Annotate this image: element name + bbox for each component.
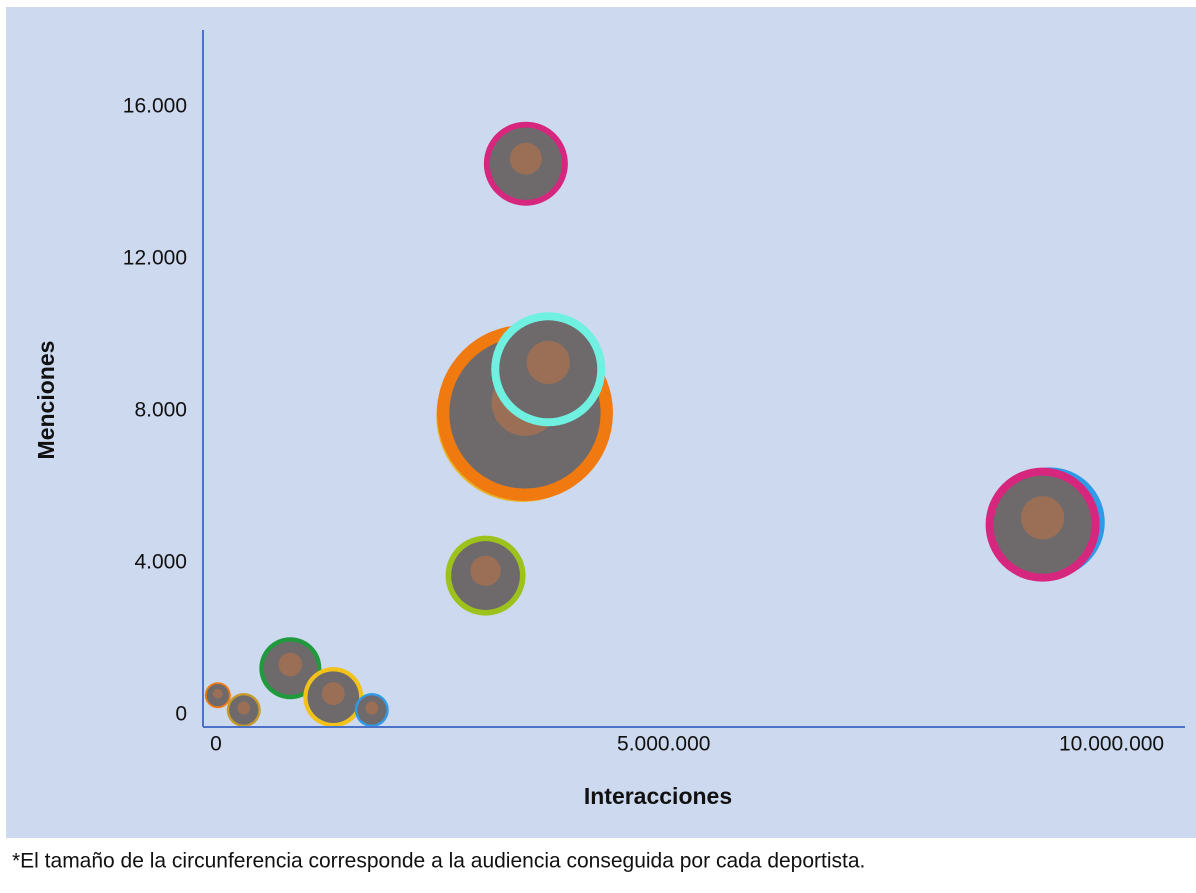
x-axis-title: Interacciones: [584, 783, 732, 809]
athlete-face: [237, 702, 250, 715]
athlete-face: [527, 341, 570, 384]
athlete-face: [365, 702, 378, 715]
y-tick-label: 16.000: [123, 95, 187, 118]
chart: Interacciones Menciones *El tamaño de la…: [0, 0, 1196, 888]
y-tick-label: 4.000: [134, 551, 187, 574]
x-tick-label: 0: [210, 733, 222, 756]
athlete-face: [213, 689, 223, 699]
y-tick-label: 8.000: [134, 399, 187, 422]
y-axis-title: Menciones: [33, 341, 59, 460]
footnote: *El tamaño de la circunferencia correspo…: [12, 850, 865, 873]
athlete-face: [1021, 496, 1064, 539]
athlete-face: [279, 653, 303, 677]
x-tick-label: 10.000.000: [1059, 733, 1164, 756]
y-tick-label: 0: [175, 703, 187, 726]
athlete-face: [322, 682, 345, 705]
x-tick-label: 5.000.000: [617, 733, 710, 756]
athlete-face: [510, 143, 542, 175]
athlete-face: [470, 556, 500, 586]
y-tick-label: 12.000: [123, 247, 187, 270]
